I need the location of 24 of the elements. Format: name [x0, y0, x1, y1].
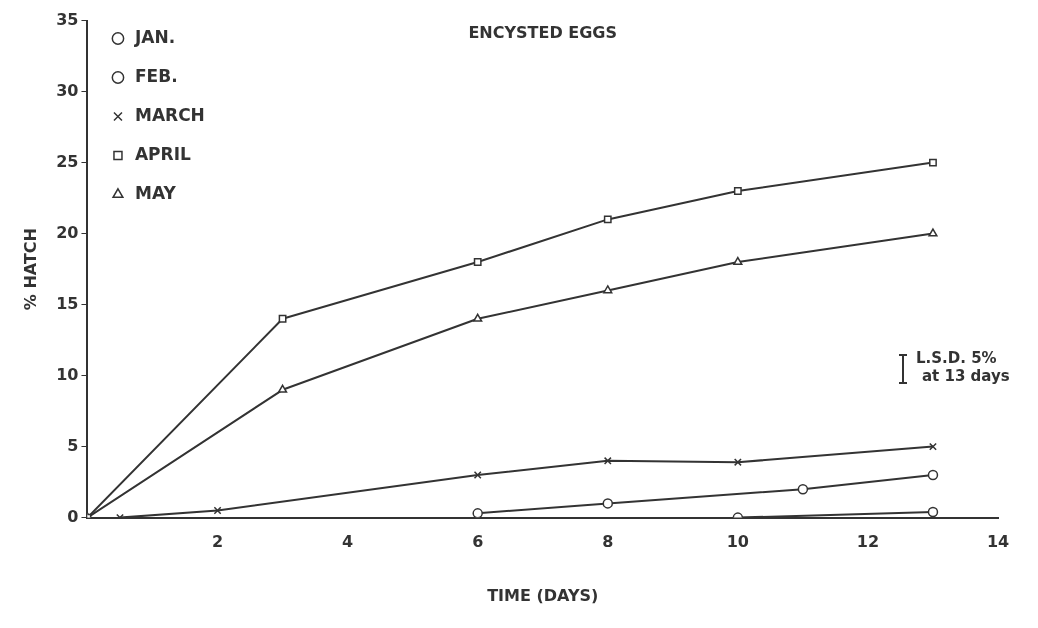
y-tick-label: 15	[56, 293, 79, 313]
x-tick-label: 4	[342, 532, 354, 552]
y-axis-title: % HATCH	[20, 228, 40, 311]
x-axis-title: TIME (DAYS)	[487, 585, 599, 605]
legend-label: JAN.	[133, 26, 176, 47]
x-tick-label: 8	[602, 532, 614, 552]
x-tick-label: 14	[986, 532, 1010, 552]
y-tick-label: 0	[67, 506, 79, 526]
y-tick-label: 25	[56, 151, 79, 171]
x-tick-label: 6	[472, 532, 484, 552]
chart-title: ENCYSTED EGGS	[467, 22, 618, 42]
legend-label: FEB.	[134, 65, 178, 86]
y-tick-label: 20	[56, 222, 79, 242]
y-tick-label: 5	[67, 435, 79, 455]
x-tick-label: 10	[726, 532, 749, 552]
y-tick-label: 35	[56, 9, 79, 29]
legend-label: APRIL	[134, 143, 191, 164]
x-tick-label: 12	[856, 532, 880, 552]
x-tick-label: 2	[211, 532, 224, 552]
legend-label: MAY	[134, 182, 177, 203]
y-tick-label: 10	[56, 364, 79, 384]
y-tick-label: 30	[56, 80, 79, 100]
legend-label: MARCH	[134, 104, 205, 125]
annotation: L.S.D. 5% at 13 days	[916, 348, 1010, 385]
